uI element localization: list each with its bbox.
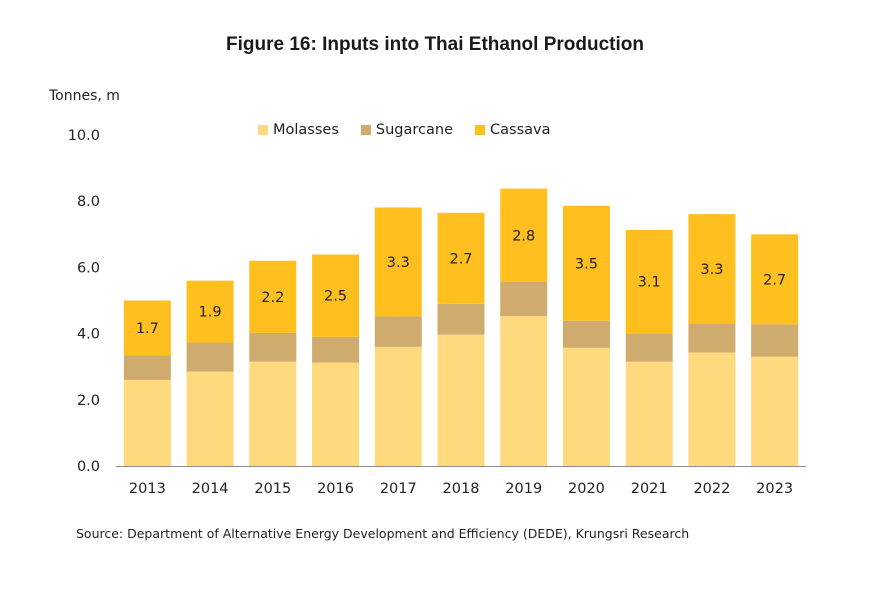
data-label: 1.9 [199,305,222,321]
bar-segment-sugarcane [123,355,171,380]
bar-segment-cassava [562,205,610,321]
bar-segment-molasses [312,362,360,466]
bar-segment-cassava [186,280,234,343]
bar-segment-molasses [751,356,799,466]
bar-segment-sugarcane [437,303,485,335]
data-label: 2.7 [449,251,472,267]
x-tick-label: 2020 [568,481,605,497]
x-tick-label: 2023 [756,481,793,497]
bar-segment-sugarcane [625,333,673,362]
bar-segment-cassava [123,300,171,356]
y-tick-label: 8.0 [77,194,100,210]
legend-swatch-cassava [475,125,485,135]
x-tick-label: 2022 [693,481,730,497]
bar-segment-molasses [688,352,736,466]
bar-segment-sugarcane [688,324,736,353]
y-tick-label: 10.0 [68,128,100,144]
x-tick-label: 2021 [631,481,668,497]
bar-segment-molasses [500,316,548,466]
y-tick-label: 6.0 [77,260,100,276]
bar-segment-molasses [437,334,485,466]
x-tick-label: 2015 [254,481,291,497]
data-label: 3.1 [638,275,661,291]
source-note: Source: Department of Alternative Energy… [76,526,690,541]
data-label: 2.2 [261,290,284,306]
bar-segment-molasses [186,371,234,466]
legend-label-molasses: Molasses [273,122,339,138]
legend-label-sugarcane: Sugarcane [375,122,453,138]
y-axis-unit-label: Tonnes, m [49,88,120,104]
x-tick-label: 2013 [129,481,166,497]
data-label: 1.7 [136,321,159,337]
bar-segment-sugarcane [374,316,422,347]
bar-segment-cassava [312,254,360,337]
legend-swatch-sugarcane [360,125,371,135]
legend-swatch-molasses [258,125,268,135]
x-tick-label: 2014 [192,481,229,497]
bar-segment-sugarcane [751,324,799,357]
y-tick-label: 0.0 [77,459,100,475]
data-label: 2.5 [324,289,347,305]
data-label: 2.8 [512,228,535,244]
bar-segment-molasses [562,347,610,466]
bar-segment-cassava [437,212,485,304]
x-tick-label: 2019 [505,481,542,497]
bar-segment-molasses [374,346,422,466]
legend-item-sugarcane: Sugarcane [360,122,453,138]
data-label: 3.3 [387,255,410,271]
data-label: 2.7 [763,272,786,288]
bar-segment-cassava [688,214,736,325]
legend-item-molasses: Molasses [258,122,339,138]
y-tick-label: 4.0 [77,327,100,343]
chart-title: Figure 16: Inputs into Thai Ethanol Prod… [226,34,644,55]
x-tick-label: 2017 [380,481,417,497]
bar-segment-sugarcane [562,320,610,348]
bar-segment-molasses [249,361,297,466]
bar-segment-sugarcane [500,281,548,317]
bar-segment-cassava [625,229,673,334]
x-tick-label: 2016 [317,481,354,497]
bar-segment-cassava [374,207,422,317]
bar-segment-sugarcane [186,342,234,372]
bar-segment-cassava [249,260,297,333]
legend: Molasses Sugarcane Cassava [258,122,550,138]
y-tick-label: 2.0 [77,393,100,409]
bar-segment-cassava [751,234,799,325]
bar-segment-molasses [123,379,171,466]
data-label: 3.3 [700,262,723,278]
bar-segment-sugarcane [312,336,360,363]
legend-item-cassava: Cassava [475,122,550,138]
x-tick-label: 2018 [443,481,480,497]
bar-segment-sugarcane [249,332,297,362]
bar-segment-molasses [625,361,673,466]
legend-label-cassava: Cassava [490,122,551,138]
data-label: 3.5 [575,256,598,272]
bar-segment-cassava [500,188,548,282]
